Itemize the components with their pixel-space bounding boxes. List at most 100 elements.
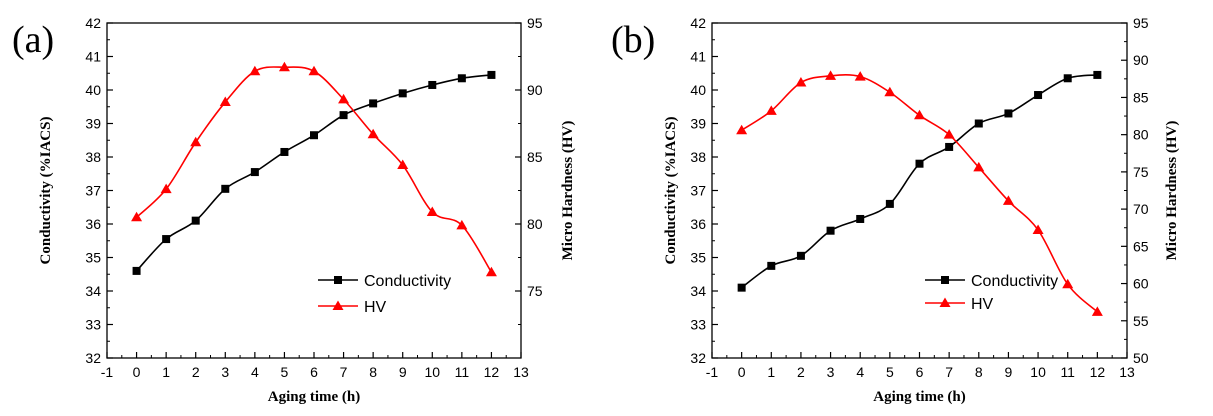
data-point-conductivity — [974, 119, 983, 128]
data-point-hv — [131, 211, 143, 222]
y-tick-label: 40 — [690, 82, 706, 98]
data-point-hv — [1002, 195, 1014, 205]
data-point-hv — [397, 159, 409, 170]
y-tick-label: 42 — [690, 15, 706, 31]
data-point-hv — [367, 128, 379, 139]
y2-tick-label: 80 — [527, 216, 543, 232]
y2-tick-label: 95 — [527, 15, 543, 31]
legend-marker — [332, 300, 344, 310]
data-point-hv — [190, 136, 202, 147]
series-line-conductivity — [741, 74, 1098, 289]
data-point-hv — [825, 70, 837, 80]
x-tick-label: 12 — [484, 364, 500, 380]
y-tick-label: 38 — [85, 149, 101, 165]
panel-label: (a) — [12, 19, 54, 61]
x-tick-label: 10 — [424, 364, 440, 380]
legend-label: HV — [971, 296, 994, 313]
x-tick-label: 11 — [455, 364, 470, 380]
data-point-conductivity — [162, 235, 171, 244]
y-axis-label: Conductivity (%IACS) — [663, 117, 679, 265]
y-tick-label: 39 — [690, 116, 706, 132]
x-tick-label: -1 — [101, 364, 114, 380]
y2-tick-label: 50 — [1133, 350, 1149, 366]
data-point-hv — [943, 129, 955, 139]
x-tick-label: 5 — [281, 364, 289, 380]
y2-tick-label: 70 — [1133, 201, 1149, 217]
x-axis-label: Aging time (h) — [268, 389, 361, 405]
x-tick-label: 12 — [1090, 364, 1106, 380]
data-point-hv — [308, 65, 320, 76]
data-point-conductivity — [487, 70, 496, 79]
x-tick-label: -1 — [706, 364, 719, 380]
data-point-conductivity — [191, 216, 200, 225]
data-point-conductivity — [737, 283, 746, 292]
data-point-conductivity — [1004, 109, 1013, 118]
data-point-hv — [426, 206, 438, 216]
data-point-hv — [219, 96, 231, 107]
data-point-conductivity — [280, 147, 289, 156]
data-point-hv — [1091, 306, 1103, 316]
data-point-hv — [456, 219, 468, 230]
y2-tick-label: 65 — [1133, 238, 1149, 254]
data-point-conductivity — [767, 261, 776, 270]
x-tick-label: 2 — [192, 364, 200, 380]
y-tick-label: 41 — [85, 49, 101, 65]
x-tick-label: 6 — [916, 364, 924, 380]
y-tick-label: 35 — [85, 250, 101, 266]
x-tick-label: 8 — [975, 364, 983, 380]
data-point-hv — [278, 61, 290, 72]
series-line-conductivity — [135, 74, 492, 272]
y2-tick-label: 60 — [1133, 276, 1149, 292]
data-point-hv — [1062, 278, 1074, 289]
data-point-conductivity — [1034, 91, 1043, 100]
y2-axis-label: Micro Hardness (HV) — [560, 121, 576, 261]
data-point-hv — [854, 71, 866, 81]
x-tick-label: 7 — [945, 364, 953, 380]
x-tick-label: 9 — [1005, 364, 1013, 380]
x-tick-label: 3 — [827, 364, 835, 380]
x-tick-label: 11 — [1060, 364, 1075, 380]
data-point-hv — [795, 77, 807, 87]
y-tick-label: 33 — [85, 317, 101, 333]
x-tick-label: 0 — [133, 364, 141, 380]
data-point-conductivity — [428, 80, 437, 89]
y2-tick-label: 90 — [1133, 52, 1149, 68]
y2-tick-label: 55 — [1133, 313, 1149, 329]
series-line-hv — [136, 66, 493, 273]
plot-frame — [711, 22, 1128, 359]
data-point-conductivity — [221, 184, 230, 193]
data-point-hv — [884, 86, 896, 97]
x-tick-label: 7 — [340, 364, 348, 380]
y-tick-label: 37 — [690, 183, 706, 199]
legend-label: Conductivity — [364, 273, 451, 290]
legend-label: Conductivity — [971, 273, 1058, 290]
y2-tick-label: 80 — [1133, 127, 1149, 143]
x-tick-label: 1 — [767, 364, 775, 380]
data-point-hv — [736, 124, 748, 135]
y2-tick-label: 90 — [527, 82, 543, 98]
data-point-hv — [160, 183, 172, 194]
data-point-hv — [765, 105, 777, 115]
data-point-conductivity — [457, 74, 466, 83]
data-point-conductivity — [856, 214, 865, 223]
data-point-hv — [338, 93, 350, 104]
data-point-conductivity — [1063, 74, 1072, 83]
y2-tick-label: 75 — [1133, 164, 1149, 180]
x-tick-label: 0 — [738, 364, 746, 380]
y-tick-label: 34 — [85, 283, 101, 299]
x-tick-label: 3 — [221, 364, 229, 380]
y-tick-label: 38 — [690, 149, 706, 165]
x-tick-label: 9 — [399, 364, 407, 380]
y-tick-label: 32 — [85, 350, 101, 366]
legend-marker — [334, 276, 342, 284]
y2-tick-label: 85 — [1133, 89, 1149, 105]
legend-marker — [941, 276, 949, 284]
x-tick-label: 1 — [162, 364, 170, 380]
data-point-hv — [249, 65, 261, 76]
data-point-conductivity — [250, 168, 259, 177]
panel-label: (b) — [611, 19, 655, 61]
y2-tick-label: 85 — [527, 149, 543, 165]
x-tick-label: 5 — [886, 364, 894, 380]
y-tick-label: 41 — [690, 49, 706, 65]
